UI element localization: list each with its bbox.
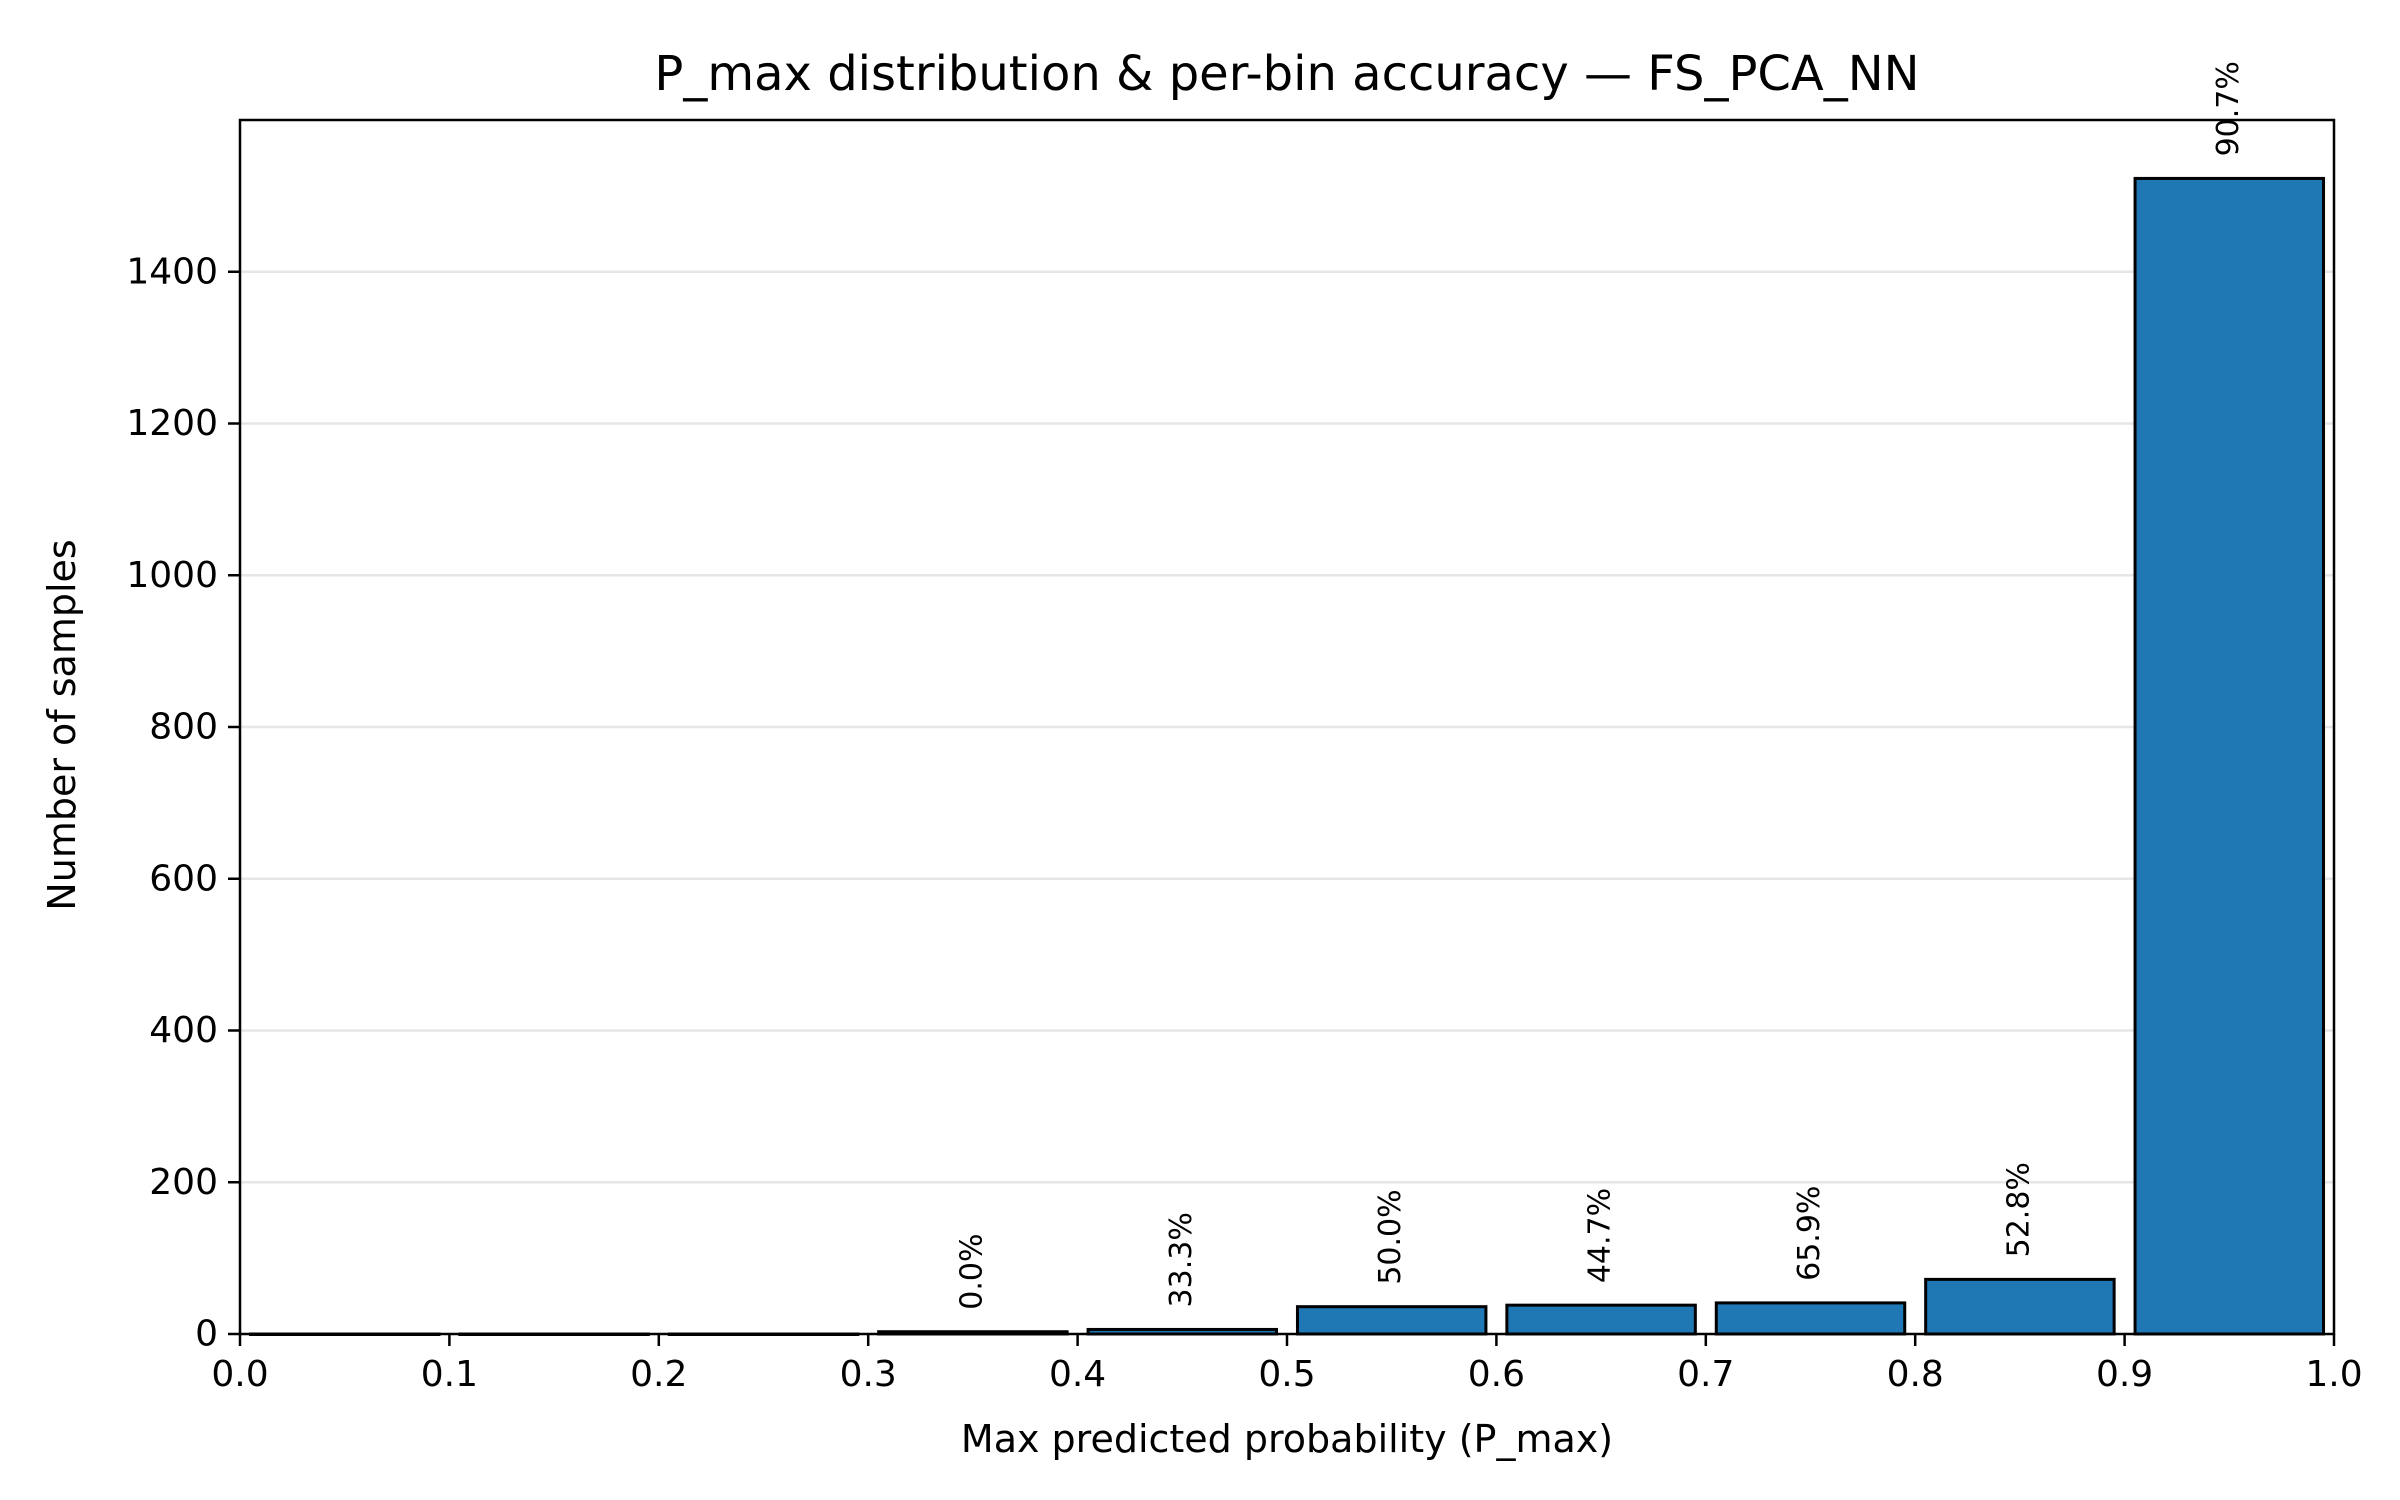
x-tick-label-0.8: 0.8	[1887, 1354, 1944, 1395]
y-tick-label-400: 400	[149, 1010, 218, 1051]
accuracy-label-7: 65.9%	[1792, 1186, 1827, 1281]
bars	[248, 176, 2326, 1336]
x-tick-label-0.9: 0.9	[2096, 1354, 2153, 1395]
bar-7	[1714, 1301, 1907, 1336]
x-tick-label-0.2: 0.2	[630, 1354, 687, 1395]
x-tick-label-0.3: 0.3	[840, 1354, 897, 1395]
accuracy-label-4: 33.3%	[1164, 1212, 1199, 1307]
accuracy-label-3: 0.0%	[954, 1234, 989, 1310]
accuracy-label-6: 44.7%	[1583, 1188, 1618, 1283]
y-tick-label-0: 0	[195, 1314, 218, 1355]
accuracy-labels: 0.0% 33.3% 50.0% 44.7% 65.9% 52.8% 90.7%	[954, 61, 2245, 1310]
x-tick-label-0.7: 0.7	[1677, 1354, 1734, 1395]
x-axis-label: Max predicted probability (P_max)	[961, 1417, 1613, 1461]
chart-title: P_max distribution & per-bin accuracy — …	[654, 46, 1919, 102]
x-axis-ticks: 0.0 0.1 0.2 0.3 0.4 0.5 0.6 0.7 0.8 0.9 1.0	[211, 1334, 2363, 1395]
y-tick-label-200: 200	[149, 1162, 218, 1203]
accuracy-label-8: 52.8%	[2001, 1162, 2036, 1257]
y-axis-label: Number of samples	[40, 539, 84, 910]
bar-6	[1505, 1303, 1697, 1336]
bar-9	[2133, 176, 2326, 1336]
y-tick-label-1400: 1400	[126, 251, 218, 292]
x-tick-label-0.6: 0.6	[1468, 1354, 1525, 1395]
accuracy-label-9: 90.7%	[2211, 61, 2246, 156]
bar-8	[1924, 1277, 2116, 1336]
y-tick-label-1200: 1200	[126, 403, 218, 444]
y-axis-ticks: 0 200 400 600 800 1000 1200 1400	[126, 251, 240, 1355]
y-tick-label-1000: 1000	[126, 555, 218, 596]
x-tick-label-0.5: 0.5	[1258, 1354, 1315, 1395]
x-tick-label-1.0: 1.0	[2305, 1354, 2362, 1395]
x-tick-label-0.4: 0.4	[1049, 1354, 1106, 1395]
bar-5	[1295, 1305, 1488, 1336]
y-tick-label-800: 800	[149, 707, 218, 748]
x-tick-label-0.1: 0.1	[421, 1354, 478, 1395]
y-tick-label-600: 600	[149, 858, 218, 899]
x-tick-label-0.0: 0.0	[211, 1354, 268, 1395]
accuracy-label-5: 50.0%	[1373, 1189, 1408, 1284]
gridlines	[240, 270, 2334, 1184]
